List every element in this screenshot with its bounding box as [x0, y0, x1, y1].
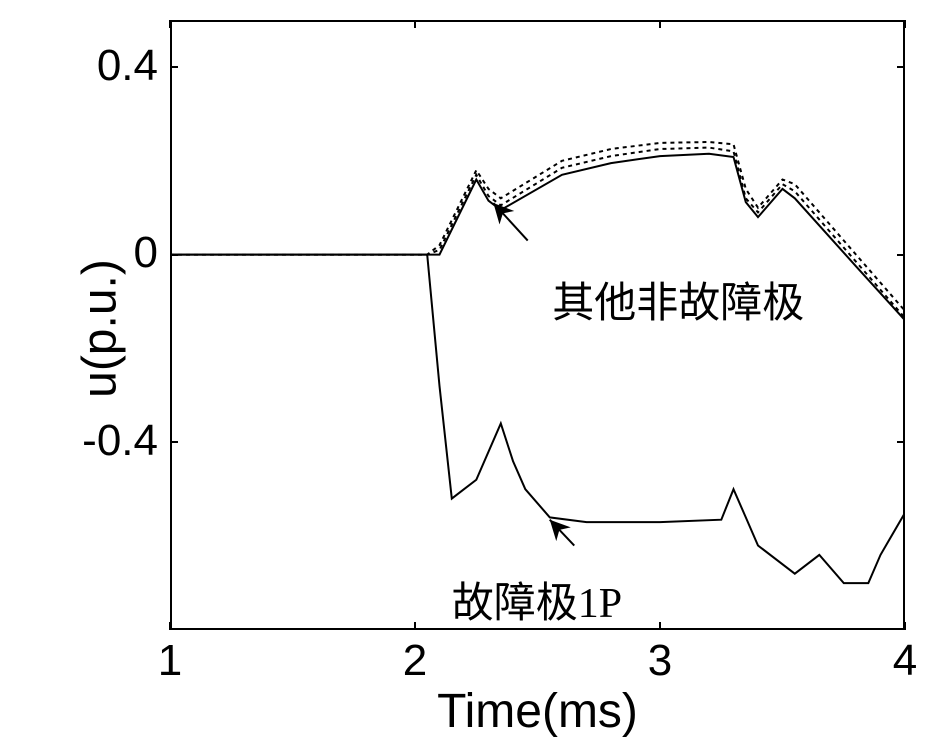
chart-lines-layer [0, 0, 925, 742]
annotation-fault: 故障极1P [452, 569, 622, 630]
annotation-healthy: 其他非故障极 [552, 269, 804, 330]
line-chart: 1234-0.400.4Time(ms)u(p.u.)其他非故障极故障极1P [0, 0, 925, 742]
annotation-arrow-fault [550, 520, 575, 546]
annotation-arrow-healthy [493, 203, 527, 241]
